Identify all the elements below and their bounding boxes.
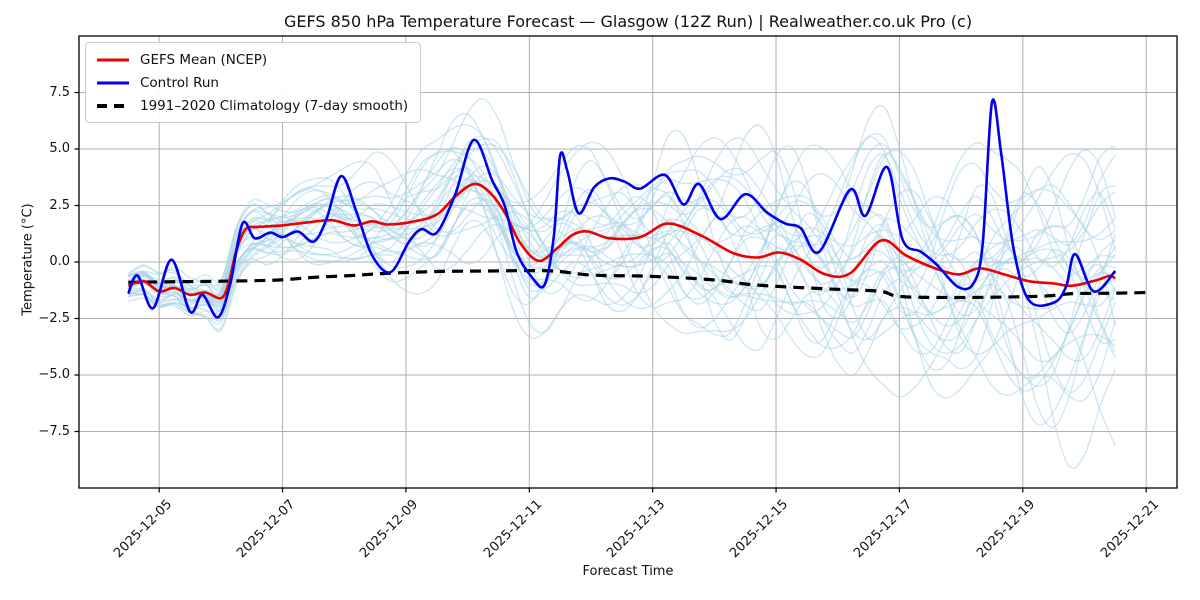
data-layer bbox=[127, 98, 1147, 469]
legend-item-climatology: 1991–2020 Climatology (7-day smooth) bbox=[96, 96, 408, 115]
legend: GEFS Mean (NCEP) Control Run 1991–2020 C… bbox=[85, 42, 422, 123]
y-tick-label: 2.5 bbox=[49, 197, 70, 213]
legend-line-sample-control bbox=[97, 81, 129, 84]
chart-title: GEFS 850 hPa Temperature Forecast — Glas… bbox=[283, 12, 973, 31]
ensemble-member-line bbox=[128, 160, 1116, 326]
ensemble-member-line bbox=[128, 129, 1116, 370]
y-tick-label: 5.0 bbox=[49, 141, 70, 156]
ensemble-member-line bbox=[128, 145, 1116, 399]
y-tick-label: 7.5 bbox=[49, 84, 70, 100]
legend-item-control-run: Control Run bbox=[96, 73, 408, 92]
ensemble-member-line bbox=[128, 141, 1116, 339]
ensemble-member-line bbox=[127, 98, 1116, 324]
x-axis-label: Forecast Time bbox=[582, 564, 674, 579]
y-tick-label: 0.0 bbox=[49, 254, 70, 269]
legend-label: GEFS Mean (NCEP) bbox=[140, 51, 268, 68]
legend-label: Control Run bbox=[140, 74, 219, 91]
ensemble-member-line bbox=[127, 123, 1116, 371]
y-tick-label: −2.5 bbox=[38, 310, 70, 326]
ensemble-member-line bbox=[128, 146, 1116, 341]
legend-line-sample-climatology bbox=[97, 103, 129, 108]
ensemble-member-line bbox=[128, 144, 1116, 353]
legend-line-sample-mean bbox=[97, 58, 129, 61]
control-line bbox=[127, 98, 1117, 319]
legend-label: 1991–2020 Climatology (7-day smooth) bbox=[140, 97, 409, 114]
y-tick-label: −5.0 bbox=[38, 367, 70, 382]
legend-item-gefs-mean: GEFS Mean (NCEP) bbox=[96, 50, 408, 69]
ensemble-member-line bbox=[128, 148, 1116, 394]
ensemble-member-line bbox=[128, 144, 1116, 469]
y-tick-label: −7.5 bbox=[38, 423, 70, 439]
climatology-line bbox=[128, 268, 1147, 300]
ensemble-member-line bbox=[127, 167, 1116, 392]
